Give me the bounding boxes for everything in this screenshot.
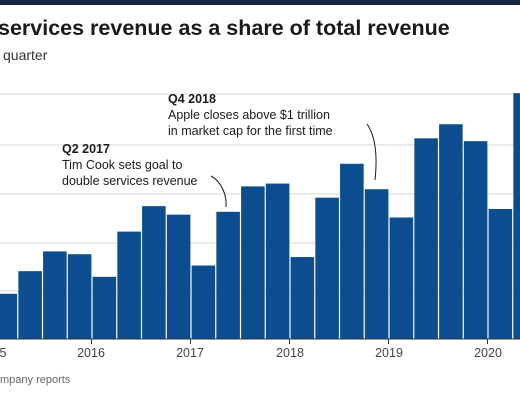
bar-1: [18, 271, 42, 339]
bar-14: [340, 163, 364, 339]
bar-5: [117, 231, 141, 339]
bar-11: [265, 183, 290, 339]
bars: [0, 93, 520, 339]
chart-subtitle: quarter: [3, 47, 48, 63]
annotation-text: Tim Cook sets goal to: [62, 158, 182, 172]
annotation-leader-line: [366, 123, 377, 181]
annotation-heading: Q4 2018: [168, 92, 216, 106]
chart-title: services revenue as a share of total rev…: [0, 16, 450, 40]
x-tick-label: 2020: [474, 346, 502, 360]
x-tick-label: 2016: [77, 346, 105, 360]
bar-0: [0, 293, 18, 339]
bar-6: [142, 206, 166, 339]
bar-12: [290, 257, 315, 339]
annotations: Q2 2017 Tim Cook sets goal to double servi…: [62, 92, 377, 208]
bar-20: [488, 209, 513, 339]
bar-18: [439, 124, 463, 339]
x-axis-ticks: [91, 339, 488, 344]
annotation-heading: Q2 2017: [62, 142, 110, 156]
x-tick-label: 2019: [375, 346, 403, 360]
x-tick-label: 2017: [176, 346, 204, 360]
x-tick-label: 5: [0, 346, 7, 360]
annotation-text: in market cap for the first time: [168, 124, 333, 138]
bar-17: [414, 138, 438, 339]
bar-16: [389, 217, 414, 339]
bar-21: [513, 93, 520, 339]
annotation-leader-line: [210, 175, 227, 208]
x-axis-labels: 5 2016 2017 2018 2019 2020: [0, 346, 502, 360]
bar-7: [166, 214, 191, 339]
bar-10: [241, 186, 265, 339]
annotation-text: Apple closes above $1 trillion: [168, 108, 330, 122]
annotation-text: double services revenue: [62, 174, 198, 188]
source-note: mpany reports: [0, 374, 71, 386]
top-accent-bar: [0, 0, 520, 5]
bar-13: [315, 197, 339, 339]
bar-8: [191, 265, 216, 339]
bar-4: [92, 276, 117, 339]
bar-19: [463, 141, 488, 339]
bar-2: [43, 251, 67, 339]
bar-15: [364, 189, 389, 339]
x-tick-label: 2018: [276, 346, 304, 360]
bar-9: [216, 211, 240, 339]
bar-3: [67, 254, 92, 339]
